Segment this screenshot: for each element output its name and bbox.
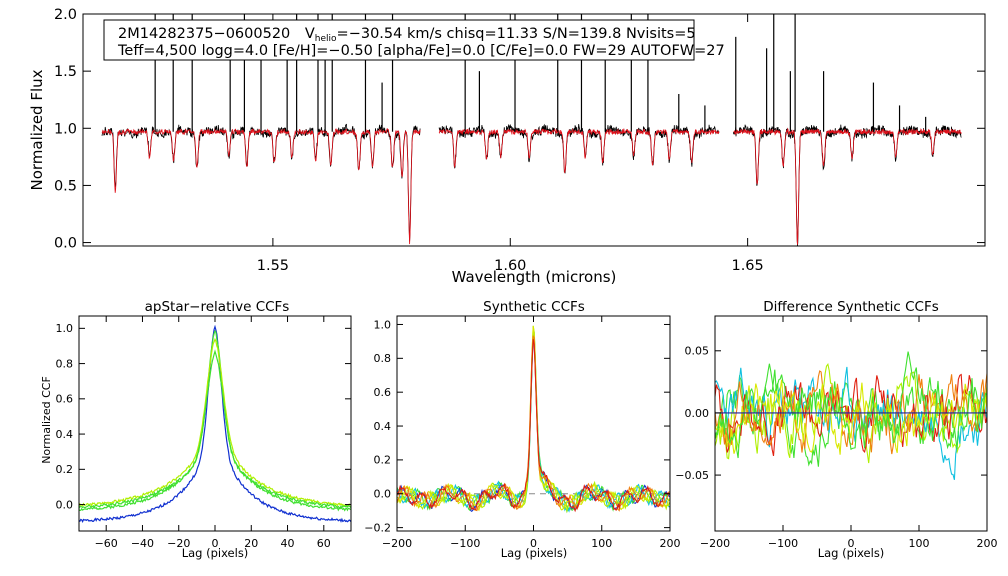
y-tick-label: 1.0 [374, 318, 392, 331]
synthetic-ccf-series-line [396, 338, 670, 513]
y-tick-label: 0.8 [56, 357, 74, 370]
x-tick-label: 100 [591, 537, 612, 550]
difference-ccf-series-line [714, 351, 988, 459]
apstar-ccf-series-line [78, 349, 352, 510]
spectrum-y-axis-label: Normalized Flux [28, 69, 46, 190]
synthetic-ccf-series-line [396, 339, 670, 513]
x-tick-label: 0 [212, 537, 219, 550]
synthetic-ccf-panel: Synthetic CCFs −200 −100 0 100 200 −0.2 0.0 0.2… [364, 299, 680, 560]
y-tick-label: 0.2 [374, 454, 392, 467]
synthetic-ccf-series-line [396, 325, 670, 514]
model-spectrum-line [101, 127, 421, 245]
synthetic-ccf-series-line [396, 325, 670, 512]
apstar-ccf-x-axis-label: Lag (pixels) [182, 546, 249, 560]
x-tick-label: 20 [244, 537, 258, 550]
header-line2: Teff=4,500 logg=4.0 [Fe/H]=−0.50 [alpha/… [117, 43, 725, 59]
y-tick-label: 0.6 [56, 393, 74, 406]
difference-ccf-title: Difference Synthetic CCFs [763, 299, 939, 315]
x-tick-label: 1.60 [494, 258, 526, 274]
synthetic-ccf-series-line [396, 335, 670, 512]
y-tick-label: 1.0 [56, 322, 74, 335]
difference-ccf-series-line [714, 379, 988, 455]
spectrum-x-axis-label: Wavelength (microns) [452, 268, 617, 286]
synthetic-ccf-series-line [396, 334, 670, 512]
apstar-ccf-plot-frame [78, 315, 352, 532]
model-spectrum-line [733, 127, 962, 245]
header-v-subscript: helio [315, 34, 337, 44]
synthetic-ccf-series-line [397, 330, 670, 514]
y-tick-label: 0.2 [56, 463, 74, 476]
observed-spectrum-line [733, 124, 962, 247]
y-tick-label: 0.0 [56, 498, 74, 511]
x-tick-label: −200 [700, 537, 730, 550]
apstar-ccf-y-axis-label: Normalized CCF [40, 376, 53, 464]
synthetic-ccf-title: Synthetic CCFs [483, 299, 585, 315]
difference-ccf-x-axis-label: Lag (pixels) [818, 546, 885, 560]
y-tick-label: −0.05 [675, 469, 709, 482]
x-tick-label: 0 [848, 537, 855, 550]
y-tick-label: 0.6 [374, 386, 392, 399]
x-tick-label: 100 [909, 537, 930, 550]
y-tick-label: 0.0 [374, 488, 392, 501]
x-tick-label: 0 [530, 537, 537, 550]
x-tick-label: −100 [768, 537, 798, 550]
spectrum-panel: 1.55 1.60 1.65 0.0 0.5 1.0 1.5 2.0 2M14282375−0… [28, 7, 986, 286]
y-tick-label: 0.05 [685, 345, 710, 358]
difference-ccf-series-line [714, 366, 988, 481]
apstar-ccf-series-line [78, 329, 352, 512]
y-tick-label: 2.0 [54, 7, 77, 23]
y-tick-label: 1.0 [54, 121, 77, 137]
spectrum-info-box [103, 19, 695, 61]
x-tick-label: 200 [977, 537, 998, 550]
x-tick-label: 60 [317, 537, 331, 550]
header-v-symbol: V [305, 26, 315, 42]
header-line1-rest: =−30.54 km/s chisq=11.33 S/N=139.8 Nvisi… [337, 26, 696, 42]
apstar-ccf-series-line [78, 324, 352, 523]
y-tick-label: 0.0 [54, 236, 77, 252]
y-tick-label: 0.5 [54, 179, 77, 195]
y-tick-label: 0.8 [374, 352, 392, 365]
y-tick-label: 0.4 [374, 420, 392, 433]
x-tick-label: 40 [281, 537, 295, 550]
model-spectrum-line [438, 128, 720, 174]
x-tick-label: −20 [167, 537, 190, 550]
apstar-ccf-title: apStar−relative CCFs [145, 299, 290, 315]
y-tick-label: 1.5 [54, 64, 77, 80]
x-tick-label: −40 [131, 537, 154, 550]
svg-text:2M14282375−0600520 Vheli: 2M14282375−0600520 Vhelio=−30.54 km/s ch… [118, 26, 696, 44]
y-tick-label: −0.2 [364, 521, 391, 534]
observed-spectrum-line [101, 123, 421, 242]
synthetic-ccf-x-axis-label: Lag (pixels) [501, 546, 568, 560]
apstar-ccf-series-line [78, 337, 352, 508]
x-tick-label: −100 [450, 537, 480, 550]
x-tick-label: 1.55 [257, 258, 289, 274]
x-tick-label: −200 [382, 537, 412, 550]
spectrum-plot-frame [82, 13, 986, 247]
y-tick-label: 0.4 [56, 428, 74, 441]
difference-ccf-panel: Difference Synthetic CCFs −200 −100 0 100 20… [675, 299, 997, 560]
x-tick-label: 1.65 [731, 258, 763, 274]
x-tick-label: 200 [660, 537, 681, 550]
header-star-id: 2M14282375−0600520 [118, 26, 290, 42]
x-tick-label: −60 [95, 537, 118, 550]
apstar-ccf-panel: apStar−relative CCFs −60 −40 −20 0 20 40 60 0.0… [40, 299, 352, 560]
y-tick-label: 0.00 [685, 407, 710, 420]
